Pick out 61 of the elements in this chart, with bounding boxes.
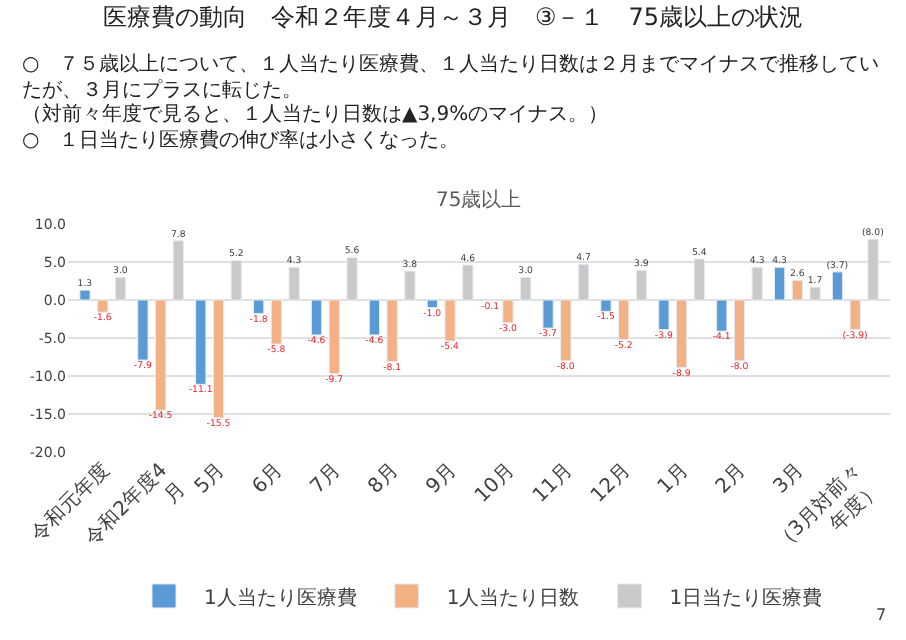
bar [520,276,532,301]
bar [618,299,630,341]
x-tick-label: 2月 [712,459,751,499]
legend-label: 1人当たり医療費 [204,585,357,610]
bar [716,299,728,332]
bar [867,238,879,301]
bar [230,259,242,301]
bar [114,276,127,301]
bar [809,286,821,301]
x-tick-label: 1月 [654,459,693,499]
x-tick-label: 9月 [422,459,462,499]
bar [791,279,804,301]
bar [426,299,438,309]
bar [658,299,670,331]
bar [137,299,149,361]
bar [154,299,167,411]
x-tick-label: 5月 [191,459,230,499]
bar [270,299,283,345]
chart-title: 医療費の動向 令和２年度４月～３月 ③－１ 75歳以上の状況 [102,2,804,31]
bar [751,266,763,301]
bar [253,299,265,315]
x-tick-label: 11月 [529,459,578,508]
bar [675,299,688,369]
x-tick-label: 10月 [471,459,520,508]
bar [79,289,91,301]
bar [577,263,590,301]
bar [310,299,323,336]
bar [288,266,300,301]
bar [831,271,844,301]
bar [693,258,705,301]
legend-label: 1人当たり日数 [446,585,580,610]
bar [502,299,514,324]
bar [462,264,474,301]
bar [97,299,109,313]
bar [368,299,381,336]
chart-subtitle: 75歳以上 [436,188,522,212]
bar [444,299,456,342]
bar [212,299,225,419]
bar [600,299,612,312]
bar [542,299,554,329]
x-tick-label: 12月 [587,459,636,508]
bar [560,299,572,362]
x-tick-label: 7月 [306,459,346,499]
text: ○ ７５歳以上について、１人当たり医療費、１人当たり日数は２月までマイナスで推移していたが、３月にプラスに転じた。 [22,52,880,102]
bar [635,269,648,301]
bar [346,256,358,301]
bar [773,266,786,301]
bar [172,240,185,301]
bar [733,299,746,362]
text: 7 [876,606,887,624]
text: ○ １日当たり医療費の伸び率は小さくなった。 [22,128,460,152]
bar [195,299,207,385]
bar [328,299,340,375]
bar [849,299,861,331]
bar [386,299,398,363]
x-tick-label: 6月 [249,459,288,499]
x-tick-label: 3月 [769,459,809,499]
x-tick-label: 8月 [364,459,404,499]
bar [404,270,416,301]
legend-label: 1日当たり医療費 [669,585,823,610]
text: （対前々年度で見ると、１人当たり日数は▲3,9%のマイナス。） [22,102,609,126]
